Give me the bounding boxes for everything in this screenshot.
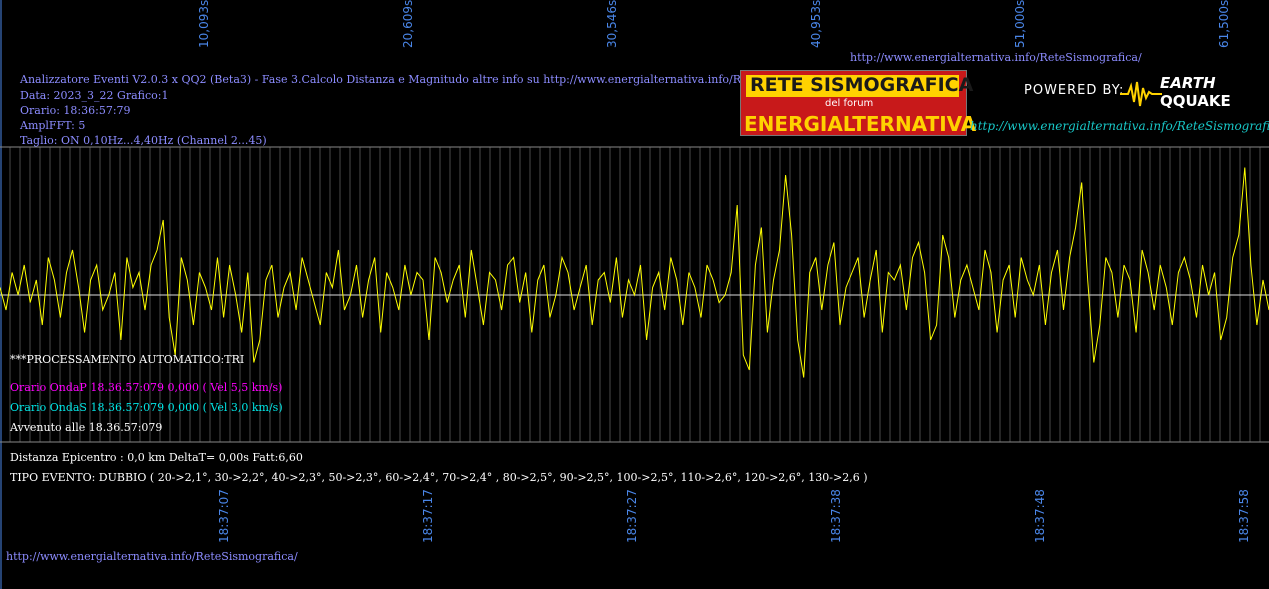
top-tick-label: 20,609s bbox=[401, 0, 415, 48]
amplfft-line: AmplFFT: 5 bbox=[20, 119, 86, 132]
avvenuto-line: Avvenuto alle 18.36.57:079 bbox=[10, 421, 163, 434]
top-url-link[interactable]: http://www.energialternativa.info/ReteSi… bbox=[850, 51, 1142, 64]
powered-by-label: POWERED BY: bbox=[1024, 83, 1125, 98]
bottom-tick-label: 18:37:38 bbox=[829, 489, 843, 543]
bottom-tick-label: 18:37:48 bbox=[1033, 489, 1047, 543]
earthquake-logo-top: EARTH bbox=[1160, 74, 1216, 92]
top-tick-label: 51,000s bbox=[1013, 0, 1027, 48]
banner-url[interactable]: http://www.energialternativa.info/ReteSi… bbox=[970, 119, 1269, 133]
banner-title: RETE SISMOGRAFICA bbox=[750, 74, 974, 96]
title-line: Analizzatore Eventi V2.0.3 x QQ2 (Beta3)… bbox=[20, 73, 776, 86]
top-tick-label: 10,093s bbox=[197, 0, 211, 48]
bottom-tick-label: 18:37:27 bbox=[625, 489, 639, 543]
processing-heading: ***PROCESSAMENTO AUTOMATICO:TRI bbox=[10, 353, 245, 366]
top-tick-label: 40,953s bbox=[809, 0, 823, 48]
seismic-trace bbox=[0, 167, 1269, 378]
top-tick-label: 30,546s bbox=[605, 0, 619, 48]
top-tick-labels: 10,093s 20,609s 30,546s 40,953s 51,000s 61,50… bbox=[197, 0, 1231, 48]
onda-s-line: Orario OndaS 18.36.57:079 0,000 ( Vel 3,… bbox=[10, 401, 283, 414]
banner-yellow-strip bbox=[746, 75, 959, 97]
rete-sismografica-banner[interactable]: RETE SISMOGRAFICA del forum ENERGIALTERN… bbox=[740, 70, 1269, 136]
orario-line: Orario: 18:36:57:79 bbox=[20, 104, 131, 117]
banner-subtitle: del forum bbox=[825, 98, 874, 109]
bottom-tick-label: 18:37:07 bbox=[217, 489, 231, 543]
earthquake-logo-bottom: QQUAKE bbox=[1160, 92, 1231, 110]
distanza-line: Distanza Epicentro : 0,0 km DeltaT= 0,00… bbox=[10, 451, 303, 464]
bottom-tick-labels: 18:37:07 18:37:17 18:37:27 18:37:38 18:37:48… bbox=[217, 489, 1251, 543]
tipo-evento-line: TIPO EVENTO: DUBBIO ( 20->2,1°, 30->2,2°… bbox=[10, 471, 868, 484]
top-tick-label: 61,500s bbox=[1217, 0, 1231, 48]
bottom-url-link[interactable]: http://www.energialternativa.info/ReteSi… bbox=[6, 550, 298, 563]
bottom-tick-label: 18:37:58 bbox=[1237, 489, 1251, 543]
onda-p-line: Orario OndaP 18.36.57:079 0,000 ( Vel 5,… bbox=[10, 381, 283, 394]
bottom-tick-label: 18:37:17 bbox=[421, 489, 435, 543]
earthquake-wave-icon bbox=[1120, 81, 1162, 107]
banner-forum-name: ENERGIALTERNATIVA bbox=[744, 112, 977, 136]
data-line: Data: 2023_3_22 Grafico:1 bbox=[20, 89, 169, 102]
taglio-line: Taglio: ON 0,10Hz...4,40Hz (Channel 2...… bbox=[20, 134, 267, 147]
